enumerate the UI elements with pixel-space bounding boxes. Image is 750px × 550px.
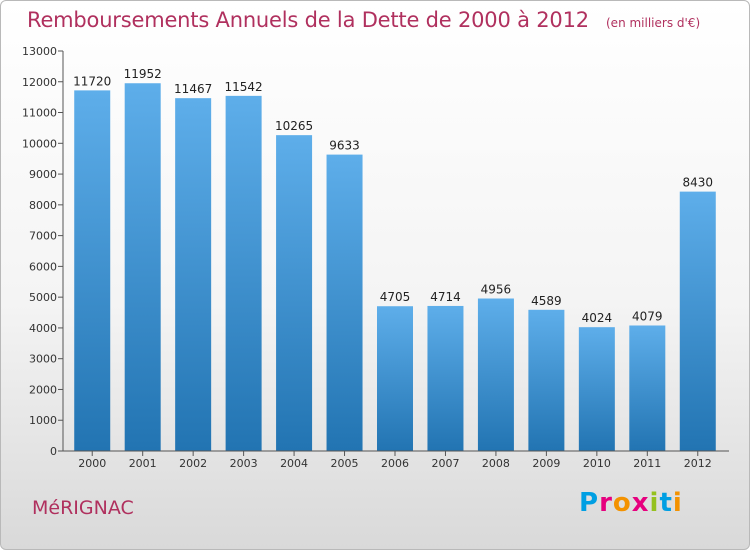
data-label-2002: 11467 [174,82,212,96]
y-tick-label: 8000 [29,199,57,212]
proxiti-logo[interactable]: Proxiti [579,488,683,518]
chart-title: Remboursements Annuels de la Dette de 20… [27,8,589,32]
data-label-2012: 8430 [682,176,713,190]
y-axis: 0 1000 2000 3000 4000 5000 6000 7000 8000 9000 100… [22,45,64,458]
data-label-2005: 9633 [329,139,360,153]
bar-2003 [225,95,262,451]
bar-2001 [124,83,161,451]
bar-2010 [578,327,615,451]
y-tick-label: 0 [50,445,57,458]
x-axis: 2000 2001 2002 2003 2004 2005 2006 2007 2008 2009… [63,450,729,470]
x-tick-label-2005: 2005 [331,457,359,470]
x-tick-label-2010: 2010 [583,457,611,470]
x-tick-label-2006: 2006 [381,457,409,470]
x-tick-label-2009: 2009 [532,457,560,470]
y-tick-label: 3000 [29,353,57,366]
data-label-2000: 11720 [73,74,111,88]
x-tick-label-2012: 2012 [684,457,712,470]
bar-2006 [377,306,413,451]
x-tick-label-2008: 2008 [482,457,510,470]
y-tick-label: 12000 [22,76,57,89]
x-tick-label-2001: 2001 [129,457,157,470]
x-tick-label-2011: 2011 [633,457,661,470]
bar-2008 [477,298,514,451]
bar-2005 [326,154,363,451]
x-tick-label-2003: 2003 [230,457,258,470]
bar-2000 [74,90,111,451]
commune-name: MéRIGNAC [32,497,134,519]
y-tick-label: 13000 [22,45,57,58]
y-tick-label: 5000 [29,291,57,304]
data-label-2006: 4705 [380,290,411,304]
y-tick-label: 6000 [29,260,57,273]
y-tick-label: 9000 [29,168,57,181]
data-label-2007: 4714 [430,290,461,304]
bar-2012 [679,191,716,451]
x-tick-label-2002: 2002 [179,457,207,470]
data-label-2011: 4079 [632,309,663,323]
bars: 11720 11952 11467 11542 10265 9633 4705 4714 495… [73,67,716,452]
data-label-2004: 10265 [275,119,313,133]
y-tick-label: 10000 [22,137,57,150]
bar-2007 [427,305,464,451]
data-label-2003: 11542 [225,80,263,94]
unit-note: (en milliers d'€) [606,16,701,30]
y-tick-label: 1000 [29,414,57,427]
y-tick-label: 4000 [29,322,57,335]
y-tick-label: 2000 [29,383,57,396]
bar-2004 [276,135,313,451]
data-label-2001: 11952 [124,67,162,81]
bar-2009 [528,309,565,451]
data-label-2008: 4956 [481,283,512,297]
bar-2002 [175,98,212,452]
data-label-2010: 4024 [582,311,613,325]
x-tick-label-2004: 2004 [280,457,308,470]
x-tick-label-2007: 2007 [431,457,459,470]
data-label-2009: 4589 [531,294,562,308]
y-tick-label: 11000 [22,107,57,120]
y-tick-label: 7000 [29,230,57,243]
bar-2011 [629,325,666,451]
x-tick-label-2000: 2000 [78,457,106,470]
chart-header: Remboursements Annuels de la Dette de 20… [27,8,700,32]
